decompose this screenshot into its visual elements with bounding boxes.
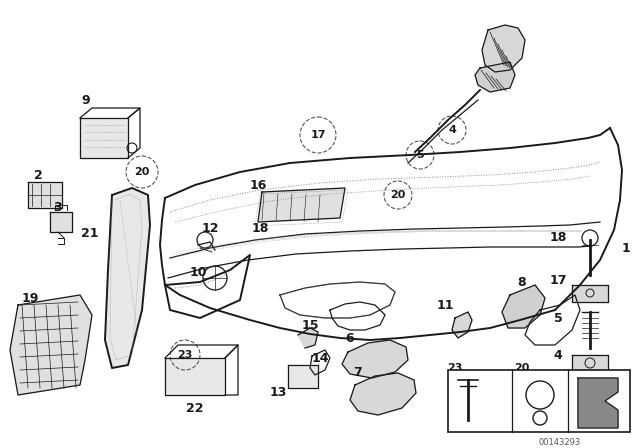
Text: 20: 20 bbox=[515, 363, 530, 373]
Text: 14: 14 bbox=[311, 352, 329, 365]
Text: 22: 22 bbox=[186, 401, 204, 414]
Polygon shape bbox=[105, 188, 150, 368]
Polygon shape bbox=[578, 378, 618, 428]
Polygon shape bbox=[10, 295, 92, 395]
Text: 10: 10 bbox=[189, 266, 207, 279]
Text: 21: 21 bbox=[81, 227, 99, 240]
Polygon shape bbox=[298, 328, 318, 348]
Text: 19: 19 bbox=[21, 292, 38, 305]
Text: 16: 16 bbox=[250, 178, 267, 191]
Text: 18: 18 bbox=[252, 221, 269, 234]
Polygon shape bbox=[572, 355, 608, 372]
Polygon shape bbox=[28, 182, 62, 208]
Bar bbox=[448, 370, 630, 432]
Polygon shape bbox=[342, 340, 408, 378]
Text: 7: 7 bbox=[354, 366, 362, 379]
Text: 3: 3 bbox=[54, 201, 62, 214]
Text: 8: 8 bbox=[518, 276, 526, 289]
Polygon shape bbox=[572, 285, 608, 302]
Text: 4: 4 bbox=[448, 125, 456, 135]
Text: 17: 17 bbox=[310, 130, 326, 140]
Polygon shape bbox=[80, 118, 128, 158]
Polygon shape bbox=[50, 212, 72, 232]
Polygon shape bbox=[452, 312, 472, 338]
Text: 9: 9 bbox=[82, 94, 90, 107]
Text: 18: 18 bbox=[549, 231, 566, 244]
Text: 00143293: 00143293 bbox=[539, 438, 581, 447]
Text: 4: 4 bbox=[554, 349, 563, 362]
Text: 2: 2 bbox=[34, 168, 42, 181]
Text: 23: 23 bbox=[177, 350, 193, 360]
Polygon shape bbox=[258, 188, 345, 222]
Text: 11: 11 bbox=[436, 298, 454, 311]
Text: 6: 6 bbox=[346, 332, 355, 345]
Text: 5: 5 bbox=[416, 150, 424, 160]
Polygon shape bbox=[350, 373, 416, 415]
Polygon shape bbox=[288, 365, 318, 388]
Text: 20: 20 bbox=[134, 167, 150, 177]
Text: 12: 12 bbox=[201, 221, 219, 234]
Text: 20: 20 bbox=[390, 190, 406, 200]
Text: 17: 17 bbox=[549, 273, 567, 287]
Text: 13: 13 bbox=[269, 385, 287, 399]
Text: 1: 1 bbox=[621, 241, 630, 254]
Polygon shape bbox=[165, 358, 225, 395]
Text: 23: 23 bbox=[447, 363, 463, 373]
Polygon shape bbox=[475, 62, 515, 92]
Text: 15: 15 bbox=[301, 319, 319, 332]
Polygon shape bbox=[502, 285, 545, 328]
Text: 5: 5 bbox=[554, 311, 563, 324]
Polygon shape bbox=[482, 25, 525, 72]
